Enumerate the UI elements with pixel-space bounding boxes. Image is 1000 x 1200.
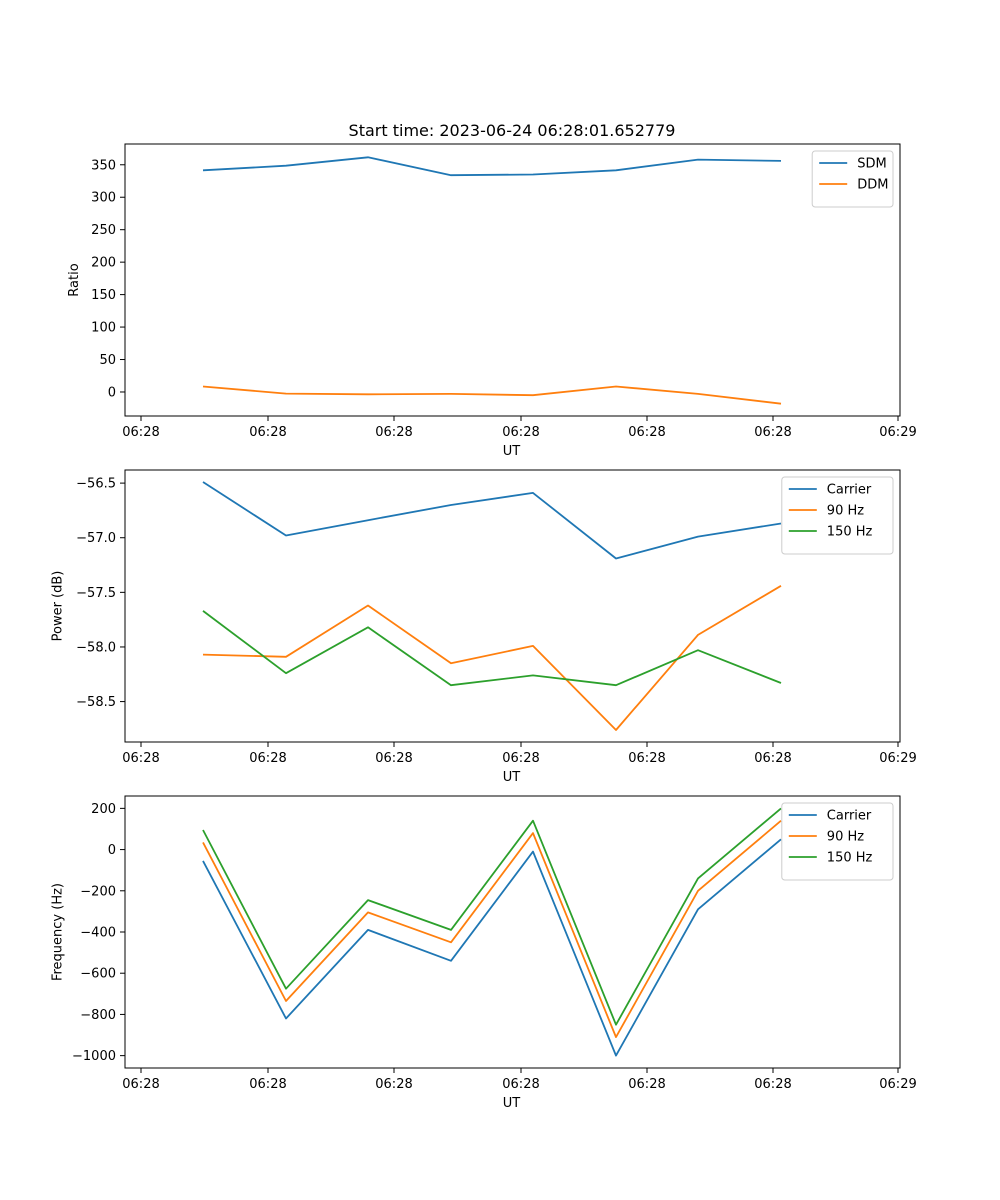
legend-label-1: Carrier [827, 483, 872, 498]
legend: SDM DDM [811, 150, 894, 208]
y-tick-label: 150 [91, 288, 116, 303]
x-tick-label: 06:28 [122, 1077, 159, 1092]
y-tick-label: −58.0 [76, 640, 116, 655]
series-line-1 [202, 156, 782, 177]
series-line-2 [202, 585, 782, 731]
y-tick-label: −57.0 [76, 531, 116, 546]
y-tick-label: 0 [108, 385, 116, 400]
series-line-3 [202, 807, 782, 1026]
chart-panel-2: 06:28 06:28 06:28 06:28 06:28 06:28 06:29 UT −58… [51, 469, 917, 785]
y-tick-label: −56.5 [76, 477, 116, 492]
legend-box [781, 802, 894, 881]
series-line-1 [202, 481, 782, 560]
y-tick-label: −800 [80, 1008, 116, 1023]
figure-title: Start time: 2023-06-24 06:28:01.652779 [349, 121, 676, 140]
x-tick-label: 06:28 [502, 425, 539, 440]
plot-frame [124, 469, 901, 743]
y-tick-label: 200 [91, 256, 116, 271]
x-tick-label: 06:28 [628, 425, 665, 440]
legend-box [811, 150, 894, 208]
chart-panel-1: 06:28 06:28 06:28 06:28 06:28 06:28 06:29 UT 0 50… [67, 143, 917, 459]
x-tick-label: 06:29 [879, 425, 916, 440]
series-line-1 [202, 838, 782, 1057]
y-tick-label: −400 [80, 926, 116, 941]
series-line-2 [202, 820, 782, 1038]
x-tick-label: 06:28 [249, 1077, 286, 1092]
series-line-2 [202, 385, 782, 405]
x-tick-label: 06:28 [375, 1077, 412, 1092]
x-tick-label: 06:29 [879, 1077, 916, 1092]
plot-frame [124, 143, 901, 417]
x-tick-label: 06:28 [502, 751, 539, 766]
x-tick-label: 06:28 [249, 425, 286, 440]
legend-label-2: DDM [857, 178, 888, 193]
y-tick-label: 100 [91, 321, 116, 336]
legend-label-2: 90 Hz [827, 830, 864, 845]
x-tick-label: 06:28 [754, 1077, 791, 1092]
legend-label-1: SDM [857, 157, 886, 172]
y-axis-label: Ratio [67, 263, 82, 296]
x-tick-label: 06:28 [122, 425, 159, 440]
legend-box [781, 476, 894, 555]
x-axis-label: UT [503, 444, 521, 459]
x-tick-label: 06:28 [375, 751, 412, 766]
y-tick-label: 0 [108, 843, 116, 858]
legend-label-2: 90 Hz [827, 504, 864, 519]
x-tick-label: 06:28 [628, 751, 665, 766]
legend-label-3: 150 Hz [827, 525, 873, 540]
x-tick-label: 06:28 [502, 1077, 539, 1092]
x-tick-label: 06:28 [628, 1077, 665, 1092]
y-tick-label: 200 [91, 802, 116, 817]
y-tick-label: 50 [99, 353, 116, 368]
y-tick-label: −200 [80, 884, 116, 899]
y-axis-label: Power (dB) [51, 571, 66, 642]
y-tick-label: −600 [80, 967, 116, 982]
x-axis-label: UT [503, 770, 521, 785]
y-tick-label: 350 [91, 158, 116, 173]
y-tick-label: 300 [91, 191, 116, 206]
x-tick-label: 06:28 [122, 751, 159, 766]
y-tick-label: −1000 [72, 1049, 116, 1064]
y-tick-label: 250 [91, 223, 116, 238]
chart-panel-3: 06:28 06:28 06:28 06:28 06:28 06:28 06:29 UT −10… [51, 795, 917, 1111]
legend: Carrier 90 Hz 150 Hz [781, 802, 894, 881]
y-tick-label: −57.5 [76, 586, 116, 601]
x-tick-label: 06:28 [375, 425, 412, 440]
x-tick-label: 06:28 [754, 751, 791, 766]
legend-label-1: Carrier [827, 809, 872, 824]
series-line-3 [202, 610, 782, 687]
x-axis-label: UT [503, 1096, 521, 1111]
legend-label-3: 150 Hz [827, 851, 873, 866]
x-tick-label: 06:29 [879, 751, 916, 766]
legend: Carrier 90 Hz 150 Hz [781, 476, 894, 555]
x-tick-label: 06:28 [249, 751, 286, 766]
y-axis-label: Frequency (Hz) [51, 883, 66, 981]
y-tick-label: −58.5 [76, 695, 116, 710]
x-tick-label: 06:28 [754, 425, 791, 440]
